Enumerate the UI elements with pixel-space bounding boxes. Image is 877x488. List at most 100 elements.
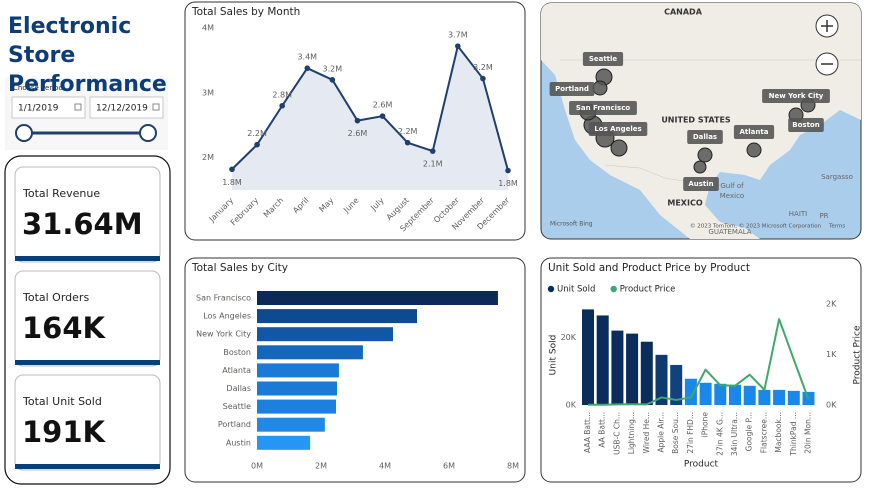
line (231, 43, 509, 171)
line (588, 318, 810, 406)
data-label: 2.1M (423, 160, 443, 169)
x-tick-label: AA Batt... (598, 412, 607, 448)
map-city-label: Boston (792, 121, 819, 129)
data-label: 3.2M (473, 63, 493, 72)
bar[interactable] (743, 385, 756, 405)
kpi-value: 31.64M (22, 207, 143, 241)
x-tick-label: 27in 4K G... (715, 412, 724, 456)
bar[interactable] (699, 382, 712, 405)
date-end[interactable] (89, 96, 164, 119)
map-place: CANADA (664, 8, 703, 17)
map-bubble[interactable] (693, 160, 707, 174)
kpi-label: Total Orders (22, 291, 89, 304)
map-city-label: Atlanta (740, 128, 769, 136)
map-city-label: Seattle (589, 55, 618, 63)
kpi-value: 191K (22, 415, 107, 449)
y-tick-label: Los Angeles (203, 312, 251, 321)
map-city-tag (733, 125, 775, 139)
bar[interactable] (655, 354, 668, 405)
map-brand: Microsoft Bing (550, 221, 593, 228)
bar[interactable] (640, 341, 653, 405)
x-tick-label: Macbook... (774, 412, 783, 453)
map-city-tag (569, 101, 637, 115)
bar[interactable] (257, 327, 393, 342)
data-label: 3.2M (323, 64, 343, 73)
map-bubble[interactable] (746, 142, 762, 158)
map-city-tag (762, 89, 830, 103)
map-city-tag (683, 177, 719, 191)
y2-tick-label: 1K (826, 350, 837, 359)
chart-title: Total Sales by Month (191, 6, 300, 18)
map-bubble[interactable] (697, 147, 713, 163)
data-label: 2.8M (272, 90, 292, 99)
point (455, 43, 461, 49)
slider-handle[interactable] (139, 124, 157, 142)
map-place: Mexico (720, 192, 744, 200)
map-attribution: © 2023 TomTom, © 2023 Microsoft Corporat… (690, 223, 822, 230)
map-place: UNITED STATES (661, 116, 731, 125)
x-tick-label: ThinkPad ... (789, 412, 798, 457)
y-tick-label: 3M (202, 88, 214, 97)
bar[interactable] (773, 389, 786, 405)
bar[interactable] (626, 333, 639, 405)
data-label: 2.2M (247, 129, 267, 138)
bar[interactable] (257, 363, 339, 378)
y-tick-label: 0K (566, 401, 577, 410)
bar[interactable] (787, 390, 800, 405)
bar[interactable] (596, 315, 609, 405)
bar[interactable] (257, 291, 498, 305)
bar[interactable] (257, 399, 337, 414)
bar[interactable] (257, 345, 363, 360)
bar[interactable] (257, 309, 417, 324)
x-tick-label: 6M (443, 462, 455, 471)
bar[interactable] (257, 381, 337, 396)
data-label: 3.4M (297, 53, 317, 62)
date-start[interactable] (11, 96, 86, 119)
legend-label[interactable]: Product Price (620, 285, 676, 295)
data-label: 1.8M (498, 179, 518, 188)
map-place: GUATEMALA (708, 228, 751, 236)
filter-label: Choose Period (13, 84, 63, 92)
bar[interactable] (714, 383, 727, 405)
border (604, 164, 691, 183)
slider-handle[interactable] (15, 124, 33, 142)
map-place: Sargasso (821, 173, 853, 181)
chart-title: Total Sales by City (191, 262, 288, 274)
y2-axis-title: Product Price (853, 325, 863, 384)
y-tick-label: 20K (561, 333, 577, 342)
calendar-icon (74, 103, 82, 111)
map-city-label: San Francisco (576, 104, 631, 112)
x-tick-label: 27in FHD... (686, 412, 695, 454)
date-end-text: 12/12/2019 (96, 104, 148, 114)
point (229, 166, 235, 173)
bar[interactable] (257, 435, 311, 450)
x-tick-label: Bose Sou... (671, 412, 680, 454)
x-tick-label: USB-C Ch... (612, 412, 621, 455)
y-tick-label: 2M (202, 153, 214, 162)
map-city-label: Austin (688, 180, 713, 188)
bar[interactable] (670, 364, 683, 405)
data-label: 2.6M (373, 101, 393, 110)
bar[interactable] (684, 378, 697, 405)
bar[interactable] (257, 417, 325, 432)
map-bubble[interactable] (592, 80, 608, 96)
point (429, 148, 436, 154)
x-axis-title: Product (684, 460, 719, 470)
legend-label[interactable]: Unit Sold (557, 285, 595, 295)
x-tick-label: 2M (315, 462, 327, 471)
bar[interactable] (729, 384, 741, 405)
y-tick-label: Atlanta (222, 366, 251, 375)
map-place: PR (819, 212, 828, 220)
kpi-card (14, 270, 161, 367)
map-terms[interactable]: Terms (828, 224, 845, 230)
data-label: 1.8M (222, 178, 242, 187)
y2-tick-label: 0K (826, 401, 837, 410)
bar[interactable] (758, 389, 771, 405)
x-tick-label: 20in Mon... (804, 412, 813, 454)
x-tick-label: Lightning... (627, 412, 636, 454)
map-city-tag (582, 52, 624, 66)
bar[interactable] (582, 309, 594, 405)
bar[interactable] (611, 330, 624, 405)
y-tick-label: San Francisco (196, 294, 251, 303)
